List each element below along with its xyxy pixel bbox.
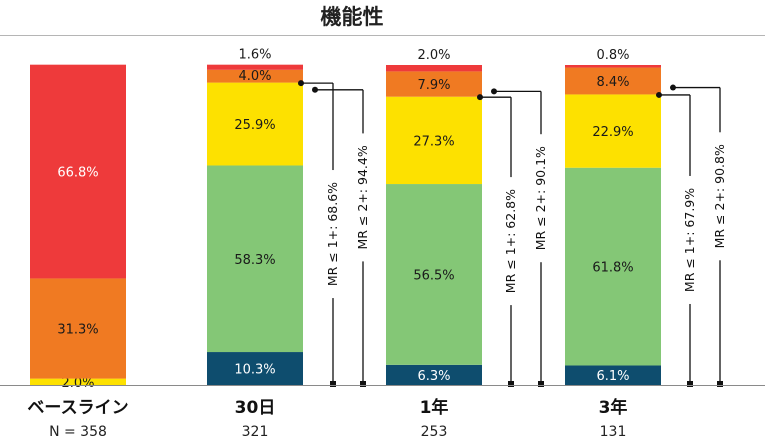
bar-seg-s5-2 <box>386 65 482 72</box>
data-label-seg-s3-2: 27.3% <box>413 134 454 149</box>
category-label-0: ベースライン <box>27 398 128 418</box>
data-label-seg-s3-1: 25.9% <box>234 118 275 133</box>
n-label-0: N = 358 <box>49 424 107 440</box>
bar-seg-s4-2 <box>386 71 482 97</box>
bar-seg-s4-1 <box>207 69 303 83</box>
bar-seg-s2-2 <box>386 184 482 365</box>
bracket-mr1-end-1 <box>508 381 514 387</box>
mr1-label-2: MR ≤ 1+: 67.9% <box>682 188 697 292</box>
bar-seg-s5-1 <box>207 64 303 70</box>
bar-seg-s3-3 <box>565 94 661 168</box>
mr1-label-0: MR ≤ 1+: 68.6% <box>325 182 340 286</box>
n-label-3: 131 <box>600 424 627 440</box>
mr2-label-2: MR ≤ 2+: 90.8% <box>712 144 727 248</box>
data-label-seg-s4-1: 4.0% <box>238 69 271 84</box>
bracket-mr1-end-0 <box>330 381 336 387</box>
bar-seg-s2-1 <box>207 165 303 353</box>
x-labels-group: ベースライン N = 358 30日 321 1年 253 3年 131 <box>27 397 627 440</box>
bar-seg-s1-3 <box>565 365 661 385</box>
chart-title: 機能性 <box>321 5 384 29</box>
data-label-seg-s4-3: 8.4% <box>596 75 629 90</box>
bar-seg-s5-0 <box>30 64 126 279</box>
brackets-group: MR ≤ 1+: 68.6% MR ≤ 2+: 94.4% MR ≤ 1+: 62.… <box>298 80 727 387</box>
data-label-seg-s3-0: 2.0% <box>61 376 94 391</box>
data-label-seg-s5-1: 1.6% <box>238 48 271 63</box>
data-label-seg-s1-1: 10.3% <box>234 363 275 378</box>
bracket-mr2-end-0 <box>360 381 366 387</box>
data-label-seg-s2-1: 58.3% <box>234 253 275 268</box>
data-label-seg-s3-3: 22.9% <box>592 125 633 140</box>
data-label-seg-s5-3: 0.8% <box>596 48 629 63</box>
data-label-seg-s4-0: 31.3% <box>57 323 98 338</box>
mr1-label-1: MR ≤ 1+: 62.8% <box>503 189 518 293</box>
n-label-1: 321 <box>242 424 269 440</box>
category-label-2: 1年 <box>420 397 449 418</box>
bars-group: 2.0% 31.3% 66.8% 10.3% 58.3% 25.9% 4.0% 1.6% 6.3… <box>30 48 661 391</box>
data-label-seg-s2-2: 56.5% <box>413 268 454 283</box>
data-label-seg-s2-3: 61.8% <box>592 261 633 276</box>
n-label-2: 253 <box>421 424 448 440</box>
bar-seg-s5-3 <box>565 65 661 68</box>
bracket-mr2-dot-2 <box>670 84 676 91</box>
data-label-seg-s1-2: 6.3% <box>417 369 450 384</box>
bar-seg-s3-1 <box>207 82 303 166</box>
category-label-1: 30日 <box>235 398 276 418</box>
bracket-mr1-dot-1 <box>477 94 483 101</box>
data-label-seg-s5-0: 66.8% <box>57 166 98 181</box>
mr2-label-1: MR ≤ 2+: 90.1% <box>533 146 548 250</box>
bar-seg-s3-2 <box>386 96 482 185</box>
data-label-seg-s5-2: 2.0% <box>417 48 450 63</box>
bar-seg-s4-3 <box>565 67 661 95</box>
bar-seg-s1-1 <box>207 352 303 385</box>
mr2-label-0: MR ≤ 2+: 94.4% <box>355 145 370 249</box>
data-label-seg-s4-2: 7.9% <box>417 78 450 93</box>
bar-seg-s3-0 <box>30 378 126 385</box>
bracket-mr2-end-1 <box>538 381 544 387</box>
bracket-mr2-dot-1 <box>491 88 497 95</box>
bracket-mr1-dot-2 <box>656 91 662 98</box>
bracket-mr1-end-2 <box>687 381 693 387</box>
data-label-seg-s1-3: 6.1% <box>596 369 629 384</box>
category-label-3: 3年 <box>599 397 628 418</box>
bar-seg-s4-0 <box>30 278 126 379</box>
bracket-mr2-end-2 <box>717 381 723 387</box>
bar-seg-s1-2 <box>386 364 482 385</box>
bar-seg-s2-3 <box>565 167 661 366</box>
bracket-mr1-dot-0 <box>298 80 304 87</box>
bracket-mr2-dot-0 <box>312 86 318 93</box>
